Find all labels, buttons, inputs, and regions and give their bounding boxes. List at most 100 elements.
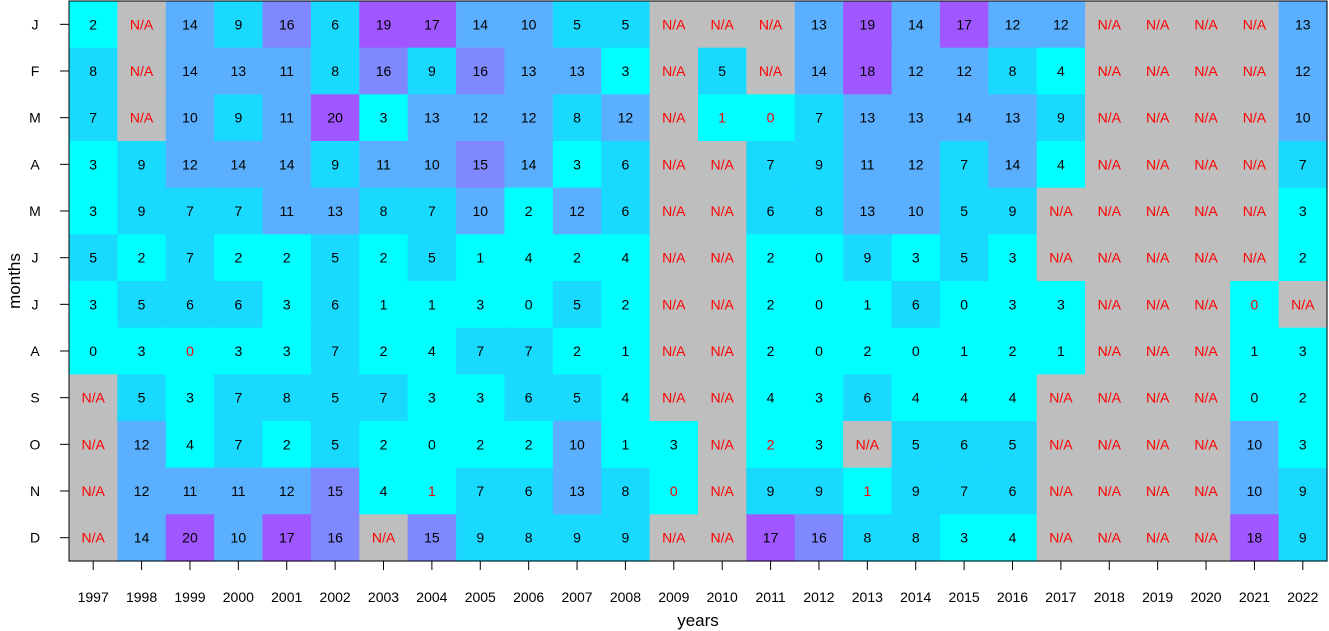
heatmap-cell <box>262 281 312 329</box>
cell-missing-label: N/A <box>1194 390 1218 406</box>
heatmap-cell <box>262 327 312 375</box>
heatmap-cell <box>891 94 941 142</box>
heatmap-cell <box>746 374 796 422</box>
heatmap-cell <box>69 327 118 375</box>
heatmap-cell <box>601 467 651 515</box>
heatmap-cell <box>262 421 312 469</box>
heatmap-cell <box>1133 467 1183 515</box>
heatmap-cell <box>939 281 989 329</box>
heatmap-cell <box>407 187 457 235</box>
heatmap-cell <box>1181 234 1231 282</box>
cell-missing-label: N/A <box>1194 530 1218 546</box>
heatmap-cell <box>456 1 506 49</box>
heatmap-cell <box>1230 281 1280 329</box>
cell-value-label: 7 <box>476 343 484 359</box>
y-tick-label: N <box>30 483 40 499</box>
cell-value-label: 4 <box>912 390 920 406</box>
heatmap-cell <box>214 187 264 235</box>
heatmap-cell <box>794 187 844 235</box>
cell-value-label: 6 <box>1009 483 1017 499</box>
cell-value-label: 12 <box>472 110 488 126</box>
heatmap-cell <box>698 374 747 422</box>
cell-value-label: 12 <box>1295 63 1311 79</box>
heatmap-cell <box>1133 187 1183 235</box>
cell-missing-label: N/A <box>1146 390 1170 406</box>
cell-value-label: 2 <box>89 16 97 32</box>
cell-value-label: 7 <box>428 203 436 219</box>
cell-value-label: 7 <box>186 250 194 266</box>
cell-value-label: 14 <box>134 530 150 546</box>
cell-value-label: 13 <box>521 63 537 79</box>
y-tick-label: A <box>30 343 40 359</box>
heatmap-cell <box>1036 234 1086 282</box>
x-tick-label: 2007 <box>561 589 592 605</box>
cell-missing-label: N/A <box>711 343 735 359</box>
heatmap-cell <box>262 234 312 282</box>
cell-missing-label: N/A <box>1098 390 1122 406</box>
cell-value-label: 9 <box>1299 483 1307 499</box>
cell-value-label: 5 <box>960 203 968 219</box>
cell-value-label: 3 <box>670 436 678 452</box>
cell-value-label: 3 <box>89 296 97 312</box>
cell-value-label: 8 <box>912 530 920 546</box>
cell-value-label: 20 <box>182 530 198 546</box>
heatmap-cell <box>601 421 651 469</box>
cell-value-label: 6 <box>331 16 339 32</box>
heatmap-cell <box>988 327 1038 375</box>
heatmap-cell <box>117 374 167 422</box>
cell-value-label: 1 <box>718 110 726 126</box>
cell-missing-label: N/A <box>711 296 735 312</box>
heatmap-cell <box>698 327 747 375</box>
cell-value-label: 1 <box>428 296 436 312</box>
y-axis: J F M A M J J A S O N D <box>29 16 69 546</box>
cell-missing-label: N/A <box>1146 63 1170 79</box>
cell-value-label: 13 <box>231 63 247 79</box>
cell-value-label: 3 <box>622 63 630 79</box>
heatmap-cell <box>552 514 602 562</box>
heatmap-cell <box>1278 514 1328 562</box>
cell-value-label: 7 <box>960 156 968 172</box>
cell-value-label: 6 <box>525 483 533 499</box>
heatmap-cell <box>1230 187 1280 235</box>
heatmap-cell <box>891 47 941 95</box>
cell-missing-label: N/A <box>372 530 396 546</box>
cell-value-label: 0 <box>815 343 823 359</box>
cell-value-label: 2 <box>767 250 775 266</box>
cell-value-label: 13 <box>1295 16 1311 32</box>
heatmap-cell <box>456 327 506 375</box>
cell-value-label: 18 <box>860 63 876 79</box>
heatmap-cell <box>746 94 796 142</box>
cell-value-label: 7 <box>525 343 533 359</box>
cell-value-label: 10 <box>424 156 440 172</box>
heatmap-cell <box>746 421 796 469</box>
heatmap-cell <box>649 374 699 422</box>
heatmap-cell <box>891 234 941 282</box>
heatmap-cell <box>165 467 215 515</box>
heatmap-cell <box>262 141 312 189</box>
y-tick-label: A <box>30 156 40 172</box>
cell-value-label: 3 <box>1009 296 1017 312</box>
y-tick-label: J <box>32 16 39 32</box>
heatmap-cell <box>407 281 457 329</box>
cell-value-label: 1 <box>380 296 388 312</box>
heatmap-cell <box>262 1 312 49</box>
cell-value-label: 5 <box>138 296 146 312</box>
cell-value-label: 9 <box>138 203 146 219</box>
cell-value-label: 9 <box>234 16 242 32</box>
heatmap-cell <box>939 187 989 235</box>
cell-value-label: 17 <box>424 16 440 32</box>
heatmap-cell <box>552 281 602 329</box>
heatmap-cell <box>262 374 312 422</box>
y-tick-label: O <box>30 436 41 452</box>
heatmap-cell <box>939 141 989 189</box>
heatmap-cell <box>310 421 360 469</box>
cell-value-label: 2 <box>380 343 388 359</box>
cell-missing-label: N/A <box>1098 250 1122 266</box>
heatmap-cell <box>310 374 360 422</box>
cell-missing-label: N/A <box>1146 343 1170 359</box>
heatmap-cell <box>310 47 360 95</box>
heatmap-cell <box>552 374 602 422</box>
cell-missing-label: N/A <box>1194 16 1218 32</box>
cell-missing-label: N/A <box>1243 16 1267 32</box>
cell-missing-label: N/A <box>662 63 686 79</box>
